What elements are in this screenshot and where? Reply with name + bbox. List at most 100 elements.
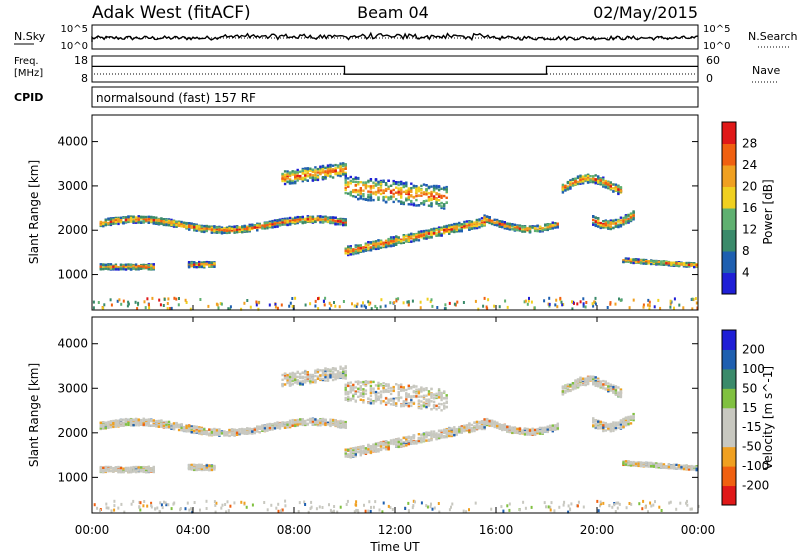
echo-cell — [369, 199, 373, 202]
echo-cell — [682, 262, 686, 266]
echo-cell — [607, 226, 610, 230]
echo-cell — [134, 267, 138, 270]
echo-cell — [349, 246, 352, 250]
echo-cell — [137, 215, 140, 218]
echo-cell — [158, 298, 161, 302]
echo-cell — [344, 247, 347, 251]
echo-cell — [311, 168, 315, 171]
echo-cell — [592, 177, 595, 181]
echo-cell — [374, 178, 378, 181]
echo-cell — [617, 192, 620, 196]
echo-cell — [352, 252, 355, 255]
echo-cell — [147, 221, 150, 224]
echo-cell — [299, 421, 302, 424]
echo-cell — [342, 168, 345, 171]
echo-cell — [208, 432, 211, 435]
echo-cell — [508, 430, 511, 433]
echo-cell — [294, 219, 297, 222]
echo-cell — [687, 263, 691, 266]
echo-cell — [235, 226, 239, 229]
echo-cell — [362, 250, 365, 253]
echo-cell — [362, 183, 365, 187]
echo-cell — [453, 430, 456, 433]
echo-cell — [488, 221, 491, 224]
echo-cell — [420, 188, 423, 192]
echo-cell — [367, 300, 370, 304]
echo-cell — [193, 263, 196, 266]
echo-cell — [294, 173, 297, 176]
echo-cell — [425, 431, 428, 434]
echo-cell — [207, 304, 210, 308]
echo-cell — [276, 421, 279, 424]
echo-cell — [321, 170, 325, 173]
echo-cell — [189, 307, 192, 311]
echo-cell — [468, 222, 471, 226]
echo-cell — [324, 215, 327, 219]
echo-cell — [117, 266, 120, 269]
echo-cell — [402, 238, 405, 241]
echo-cell — [594, 174, 597, 177]
echo-cell — [435, 185, 438, 189]
echo-cell — [395, 440, 398, 444]
echo-cell — [127, 267, 130, 270]
echo-cell — [160, 220, 163, 224]
echo-cell — [129, 216, 133, 220]
echo-cell — [258, 224, 261, 228]
echo-cell — [511, 431, 514, 434]
echo-cell — [124, 266, 128, 269]
echo-cell — [155, 422, 158, 425]
echo-cell — [228, 434, 231, 438]
echo-cell — [384, 243, 388, 247]
echo-cell — [470, 224, 474, 228]
echo-cell — [473, 221, 476, 224]
echo-cell — [344, 450, 347, 453]
echo-cell — [319, 169, 322, 173]
echo-cell — [376, 307, 378, 310]
range-tick-label: 2000 — [57, 223, 88, 237]
echo-cell — [243, 428, 246, 431]
echo-cell — [120, 302, 123, 306]
echo-cell — [223, 229, 226, 232]
echo-cell — [344, 448, 347, 451]
echo-cell — [359, 181, 362, 184]
echo-cell — [647, 298, 650, 302]
echo-cell — [389, 244, 393, 247]
echo-cell — [448, 429, 451, 432]
echo-cell — [248, 228, 251, 231]
echo-cell — [132, 220, 135, 223]
echo-cell — [215, 429, 219, 432]
echo-cell — [410, 203, 413, 206]
echo-cell — [619, 190, 623, 193]
echo-cell — [317, 307, 320, 311]
echo-cell — [377, 246, 380, 249]
echo-cell — [119, 267, 123, 271]
echo-cell — [304, 174, 307, 177]
echo-cell — [597, 217, 600, 220]
echo-cell — [151, 296, 154, 300]
echo-cell — [407, 203, 410, 206]
echo-cell — [286, 180, 289, 184]
echo-cell — [609, 187, 612, 190]
echo-cell — [422, 436, 426, 439]
echo-cell — [104, 426, 107, 430]
echo-cell — [119, 218, 123, 221]
echo-cell — [662, 260, 666, 263]
echo-cell — [627, 257, 630, 260]
echo-cell — [304, 221, 307, 224]
echo-cell — [503, 427, 506, 430]
echo-cell — [117, 219, 120, 222]
echo-cell — [248, 429, 251, 433]
echo-cell — [354, 245, 357, 249]
echo-cell — [278, 219, 282, 222]
echo-cell — [448, 434, 451, 438]
echo-cell — [369, 179, 373, 182]
echo-cell — [395, 445, 398, 448]
echo-cell — [382, 190, 385, 193]
echo-cell — [420, 202, 423, 205]
echo-cell — [117, 220, 120, 224]
echo-cell — [417, 441, 421, 444]
echo-cell — [203, 431, 206, 434]
echo-cell — [276, 422, 279, 426]
echo-cell — [170, 218, 173, 222]
echo-cell — [291, 304, 294, 308]
